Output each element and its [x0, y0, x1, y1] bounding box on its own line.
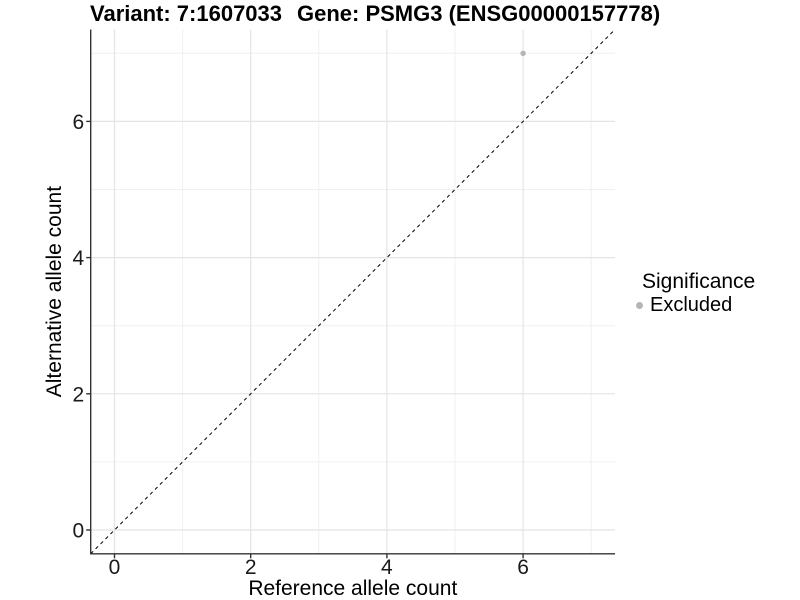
data-point — [520, 50, 526, 56]
y-axis-title: Alternative allele count — [43, 186, 66, 397]
x-tick-label: 2 — [245, 556, 257, 579]
plot-title-variant: Variant: 7:1607033 — [90, 1, 283, 26]
legend: Significance Excluded — [636, 271, 755, 316]
x-tick-label: 0 — [109, 556, 121, 579]
legend-title: Significance — [642, 270, 756, 293]
grid-layer — [90, 29, 615, 554]
legend-key-dot — [636, 301, 643, 309]
y-tick-label: 4 — [73, 247, 85, 270]
data-point-layer — [520, 50, 526, 56]
legend-item-label: Excluded — [650, 293, 733, 316]
reference-line-layer — [90, 29, 616, 555]
axis-layer: 0 2 4 6 0 2 4 6 — [73, 29, 615, 579]
y-tick-label: 0 — [73, 520, 85, 543]
x-axis-title: Reference allele count — [248, 577, 457, 600]
x-tick-label: 6 — [517, 556, 529, 579]
legend-item-excluded: Excluded — [636, 294, 755, 316]
x-tick-label: 4 — [381, 556, 393, 579]
identity-line — [90, 29, 616, 555]
y-tick-label: 2 — [73, 383, 85, 406]
y-tick-label: 6 — [73, 111, 85, 134]
plot-title-gene: Gene: PSMG3 (ENSG00000157778) — [297, 1, 661, 26]
